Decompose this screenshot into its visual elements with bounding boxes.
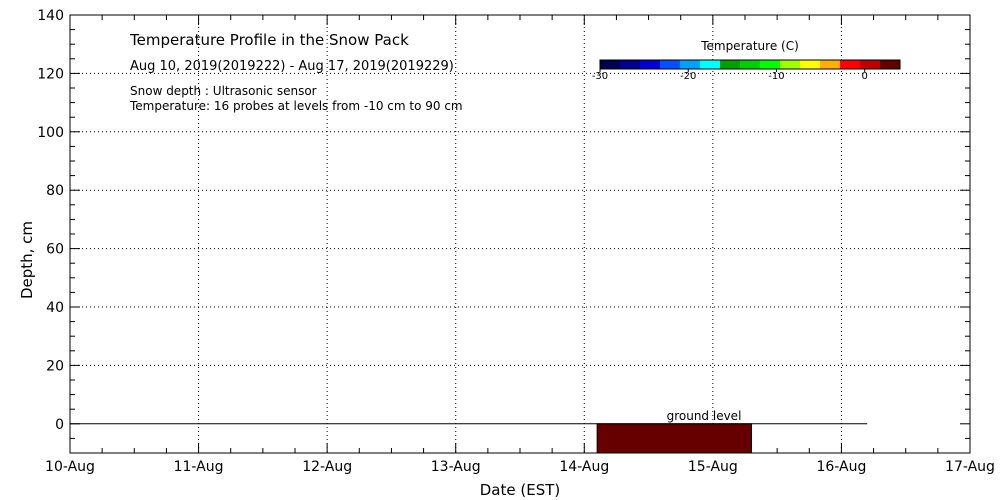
y-axis-title: Depth, cm [18, 221, 36, 299]
colorbar-swatch [620, 60, 641, 69]
colorbar-swatch [880, 60, 901, 69]
y-tick-label: 40 [46, 300, 64, 316]
colorbar-swatch [680, 60, 701, 69]
colorbar-swatch [860, 60, 881, 69]
x-tick-label: 11-Aug [174, 459, 224, 475]
note-snow-depth: Snow depth : Ultrasonic sensor [130, 84, 317, 98]
grid-lines [70, 15, 970, 453]
colorbar-swatch [760, 60, 781, 69]
colorbar-swatch [700, 60, 721, 69]
colorbar-tick-label: 0 [862, 71, 868, 82]
colorbar [599, 59, 901, 70]
x-tick-label: 12-Aug [302, 459, 352, 475]
chart-subtitle: Aug 10, 2019(2019222) - Aug 17, 2019(201… [130, 59, 454, 74]
colorbar-frame [599, 59, 901, 70]
colorbar-tick-label: -20 [680, 71, 696, 82]
chart-title: Temperature Profile in the Snow Pack [129, 31, 409, 49]
y-tick-label: 80 [46, 183, 64, 199]
x-tick-label: 13-Aug [431, 459, 481, 475]
colorbar-swatch [780, 60, 801, 69]
colorbar-ticks: -30 -20 -10 0 [592, 69, 868, 82]
x-tick-labels: 10-Aug 11-Aug 12-Aug 13-Aug 14-Aug 15-Aug 16-A… [45, 459, 995, 475]
x-tick-label: 10-Aug [45, 459, 95, 475]
x-tick-label: 15-Aug [688, 459, 738, 475]
colorbar-tick-label: -10 [768, 71, 784, 82]
y-tick-labels: 0 20 40 60 80 100 120 140 [37, 8, 64, 433]
axis-ticks [69, 14, 971, 454]
colorbar-swatch [800, 60, 821, 69]
y-tick-label: 100 [37, 125, 64, 141]
colorbar-swatch [720, 60, 741, 69]
colorbar-swatch [740, 60, 761, 69]
note-temperature: Temperature: 16 probes at levels from -1… [129, 99, 463, 113]
colorbar-swatch [640, 60, 661, 69]
temperature-block [596, 423, 752, 454]
colorbar-swatch [820, 60, 841, 69]
x-tick-label: 16-Aug [816, 459, 866, 475]
plot-frame [69, 14, 971, 454]
colorbar-tick-label: -30 [592, 71, 608, 82]
y-tick-label: 0 [55, 417, 64, 433]
colorbar-title: Temperature (C) [700, 39, 799, 53]
y-tick-label: 120 [37, 66, 64, 82]
colorbar-swatch [600, 60, 621, 69]
x-tick-label: 17-Aug [945, 459, 995, 475]
y-tick-label: 140 [37, 8, 64, 24]
y-tick-label: 20 [46, 358, 64, 374]
colorbar-swatch [660, 60, 681, 69]
ground-level-annotation: ground level [667, 409, 742, 423]
x-tick-label: 14-Aug [559, 459, 609, 475]
x-axis-title: Date (EST) [480, 481, 561, 499]
colorbar-swatch [840, 60, 861, 69]
y-tick-label: 60 [46, 242, 64, 258]
